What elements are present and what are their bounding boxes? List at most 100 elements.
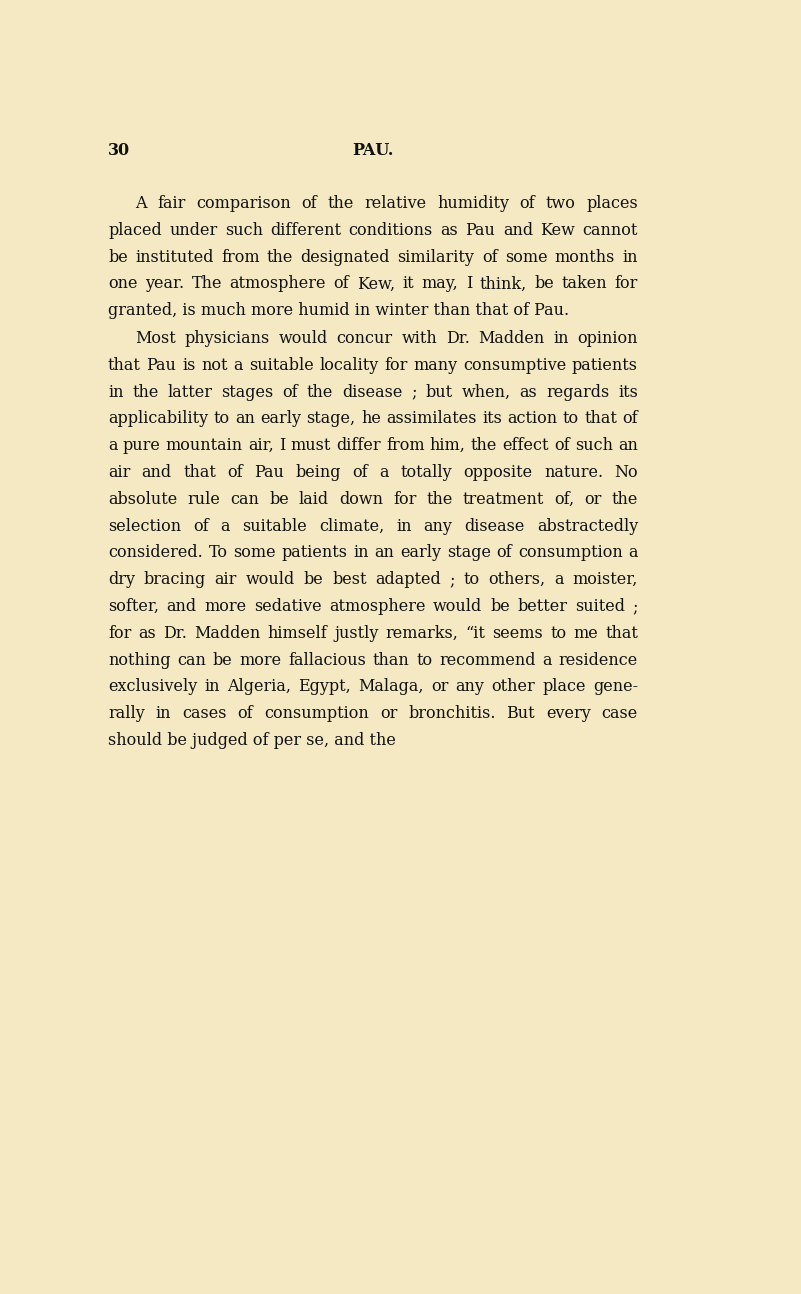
Text: of: of <box>554 437 570 454</box>
Text: conditions: conditions <box>348 221 433 239</box>
Text: seems: seems <box>493 625 543 642</box>
Text: Egypt,: Egypt, <box>298 678 351 695</box>
Text: an: an <box>375 545 394 562</box>
Text: better: better <box>517 598 567 615</box>
Text: adapted: adapted <box>375 571 441 589</box>
Text: ;: ; <box>449 571 455 589</box>
Text: its: its <box>482 410 502 427</box>
Text: opinion: opinion <box>578 330 638 347</box>
Text: I: I <box>279 437 285 454</box>
Text: as: as <box>520 383 537 401</box>
Text: early: early <box>400 545 441 562</box>
Text: suited: suited <box>575 598 625 615</box>
Text: stages: stages <box>221 383 274 401</box>
Text: in: in <box>204 678 220 695</box>
Text: the: the <box>426 490 453 507</box>
Text: a: a <box>380 465 389 481</box>
Text: air,: air, <box>248 437 274 454</box>
Text: for: for <box>393 490 417 507</box>
Text: year.: year. <box>145 276 184 292</box>
Text: or: or <box>431 678 448 695</box>
Text: and: and <box>167 598 197 615</box>
Text: in: in <box>622 248 638 265</box>
Text: for: for <box>614 276 638 292</box>
Text: ;: ; <box>411 383 417 401</box>
Text: fallacious: fallacious <box>288 652 366 669</box>
Text: others,: others, <box>489 571 545 589</box>
Text: instituted: instituted <box>135 248 214 265</box>
Text: Algeria,: Algeria, <box>227 678 291 695</box>
Text: considered.: considered. <box>108 545 203 562</box>
Text: Pau: Pau <box>147 357 176 374</box>
Text: be: be <box>490 598 509 615</box>
Text: and: and <box>503 221 533 239</box>
Text: a: a <box>221 518 230 534</box>
Text: can: can <box>177 652 206 669</box>
Text: selection: selection <box>108 518 181 534</box>
Text: residence: residence <box>559 652 638 669</box>
Text: treatment: treatment <box>463 490 544 507</box>
Text: remarks,: remarks, <box>385 625 458 642</box>
Text: nature.: nature. <box>544 465 603 481</box>
Text: air: air <box>215 571 237 589</box>
Text: of: of <box>301 195 317 212</box>
Text: similarity: similarity <box>397 248 474 265</box>
Text: be: be <box>534 276 554 292</box>
Text: PAU.: PAU. <box>352 142 393 159</box>
Text: in: in <box>353 545 368 562</box>
Text: an: an <box>618 437 638 454</box>
Text: ;: ; <box>633 598 638 615</box>
Text: disease: disease <box>342 383 402 401</box>
Text: bracing: bracing <box>143 571 206 589</box>
Text: cannot: cannot <box>582 221 638 239</box>
Text: Madden: Madden <box>194 625 260 642</box>
Text: its: its <box>618 383 638 401</box>
Text: rule: rule <box>187 490 220 507</box>
Text: him,: him, <box>430 437 465 454</box>
Text: gene-: gene- <box>593 678 638 695</box>
Text: latter: latter <box>167 383 212 401</box>
Text: it: it <box>402 276 414 292</box>
Text: consumptive: consumptive <box>463 357 566 374</box>
Text: the: the <box>267 248 293 265</box>
Text: of: of <box>520 195 535 212</box>
Text: I: I <box>465 276 472 292</box>
Text: sedative: sedative <box>254 598 321 615</box>
Text: of: of <box>193 518 209 534</box>
Text: to: to <box>464 571 480 589</box>
Text: consumption: consumption <box>518 545 622 562</box>
Text: exclusively: exclusively <box>108 678 197 695</box>
Text: applicability: applicability <box>108 410 208 427</box>
Text: a: a <box>554 571 564 589</box>
Text: a: a <box>542 652 552 669</box>
Text: the: the <box>471 437 497 454</box>
Text: A: A <box>135 195 147 212</box>
Text: cases: cases <box>182 705 227 722</box>
Text: me: me <box>574 625 598 642</box>
Text: the: the <box>612 490 638 507</box>
Text: an: an <box>235 410 255 427</box>
Text: case: case <box>602 705 638 722</box>
Text: think,: think, <box>480 276 527 292</box>
Text: that: that <box>108 357 141 374</box>
Text: different: different <box>270 221 341 239</box>
Text: effect: effect <box>502 437 549 454</box>
Text: as: as <box>441 221 458 239</box>
Text: atmosphere: atmosphere <box>230 276 326 292</box>
Text: justly: justly <box>334 625 379 642</box>
Text: of: of <box>333 276 349 292</box>
Text: he: he <box>361 410 380 427</box>
Text: Madden: Madden <box>478 330 545 347</box>
Text: that: that <box>584 410 617 427</box>
Text: or: or <box>380 705 397 722</box>
Text: But: But <box>506 705 535 722</box>
Text: early: early <box>260 410 301 427</box>
Text: “it: “it <box>465 625 485 642</box>
Text: stage,: stage, <box>307 410 356 427</box>
Text: Most: Most <box>135 330 175 347</box>
Text: may,: may, <box>421 276 458 292</box>
Text: place: place <box>542 678 586 695</box>
Text: be: be <box>304 571 324 589</box>
Text: pure: pure <box>123 437 160 454</box>
Text: that: that <box>605 625 638 642</box>
